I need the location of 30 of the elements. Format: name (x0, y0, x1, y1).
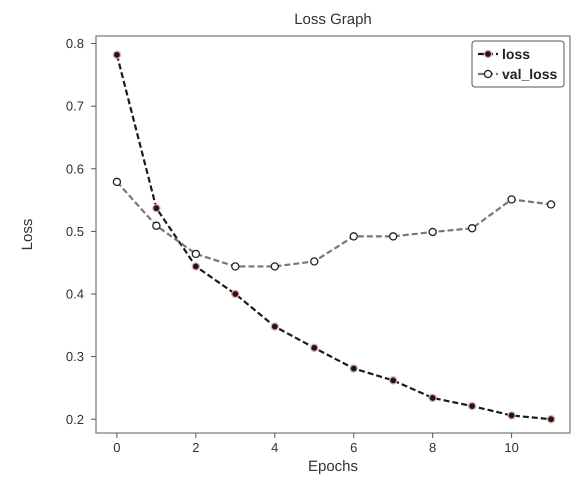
x-axis-title: Epochs (308, 458, 358, 475)
point (231, 290, 240, 298)
y-tick-label: 0.5 (66, 224, 84, 239)
point (112, 50, 122, 59)
point (507, 411, 516, 420)
x-tick-label: 6 (350, 440, 358, 455)
point (428, 394, 437, 402)
point (468, 402, 476, 410)
y-tick-label: 0.6 (66, 161, 84, 176)
point (350, 364, 358, 373)
y-tick-label: 0.7 (66, 98, 84, 114)
chart-title: Loss Graph (294, 11, 372, 28)
y-axis-title: Loss (19, 218, 36, 250)
y-tick-label: 0.2 (66, 412, 84, 427)
y-tick-label: 0.3 (66, 349, 84, 364)
point (546, 415, 556, 424)
y-tick-label: 0.8 (66, 36, 84, 52)
legend-label: val_loss (502, 66, 558, 82)
x-tick-label: 0 (113, 440, 121, 455)
y-tick-label: 0.4 (66, 286, 84, 302)
legend-label: loss (502, 46, 530, 62)
point (310, 344, 318, 352)
x-tick-label: 10 (504, 440, 519, 455)
point (152, 204, 161, 212)
point (388, 376, 398, 385)
point (270, 322, 280, 331)
x-tick-label: 4 (271, 440, 278, 455)
point (192, 262, 200, 271)
x-tick-label: 8 (429, 440, 436, 455)
x-tick-label: 2 (192, 440, 200, 455)
